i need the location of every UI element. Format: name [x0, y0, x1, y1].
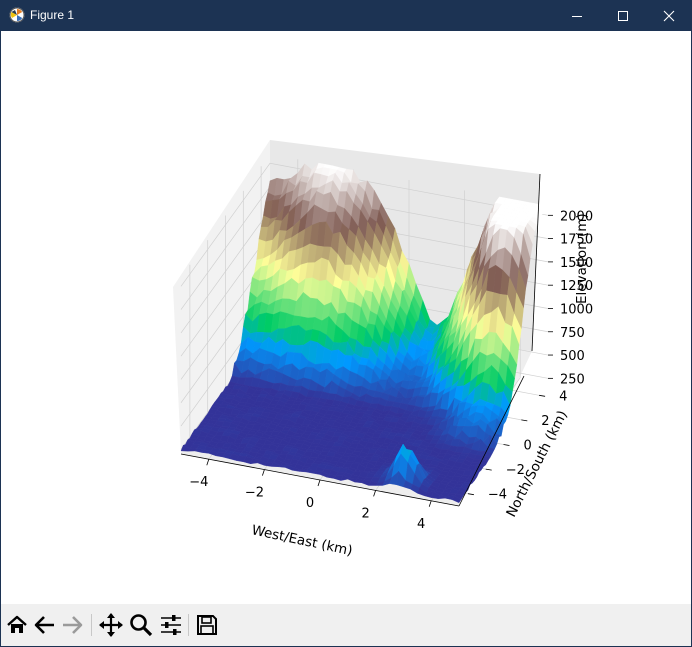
- y-tick-mark: [485, 468, 492, 471]
- zoom-button[interactable]: [128, 612, 154, 638]
- y-tick-label: 0: [524, 439, 532, 454]
- x-axis-ticks: −4 −2 0 2 4: [189, 459, 432, 532]
- matplotlib-app-icon: [9, 7, 25, 23]
- z-tick-label: 2000: [560, 209, 593, 224]
- terrain-surface: [180, 162, 549, 504]
- x-tick-label: −4: [189, 475, 208, 490]
- y-tick-label: 4: [559, 389, 567, 404]
- z-axis-line: [531, 173, 541, 352]
- toolbar-separator: [91, 614, 92, 636]
- x-tick-label: 0: [306, 496, 314, 511]
- x-axis-label: West/East (km): [250, 522, 354, 559]
- z-axis-label: Elevation (m): [574, 213, 590, 304]
- configure-subplots-button[interactable]: [158, 612, 184, 638]
- minimize-icon: [572, 15, 582, 17]
- z-tick-label: 1750: [560, 233, 593, 248]
- surface-facet: [451, 495, 462, 504]
- forward-button[interactable]: [59, 612, 85, 638]
- z-tick-label: 750: [560, 326, 585, 341]
- window-title: Figure 1: [30, 8, 75, 22]
- y-tick-mark: [503, 444, 510, 446]
- back-button[interactable]: [32, 612, 58, 638]
- x-tick-mark: [317, 479, 321, 487]
- navigation-toolbar: [1, 604, 691, 646]
- y-tick-mark: [521, 419, 528, 422]
- x-tick-label: −2: [245, 486, 264, 501]
- y-tick-mark: [539, 394, 546, 397]
- z-tick-label: 1500: [560, 256, 593, 271]
- pan-icon: [99, 613, 123, 637]
- x-tick-mark: [206, 459, 210, 466]
- save-icon: [197, 615, 217, 635]
- figure-canvas-area: −4 −2 0 2 4 −4 −2 0 2 4 250 500 750 1000 1250 1500 175…: [1, 31, 691, 646]
- x-tick-mark: [373, 490, 376, 497]
- zoom-icon: [130, 614, 153, 637]
- y-axis-line: [458, 375, 525, 507]
- pan-button[interactable]: [98, 612, 124, 638]
- maximize-icon: [618, 10, 628, 21]
- title-bar[interactable]: Figure 1: [0, 0, 692, 31]
- configure-subplots-icon: [161, 615, 181, 635]
- z-tick-label: 1000: [560, 302, 593, 317]
- z-tick-label: 500: [560, 349, 585, 364]
- left-pane: [173, 140, 270, 454]
- y-tick-label: −2: [506, 463, 525, 478]
- forward-icon: [63, 616, 83, 634]
- maximize-button[interactable]: [600, 0, 646, 31]
- y-tick-label: 2: [541, 414, 549, 429]
- x-tick-mark: [262, 469, 265, 476]
- close-button[interactable]: [646, 0, 692, 31]
- close-icon: [663, 10, 675, 21]
- grid-line: [180, 162, 549, 287]
- z-tick-label: 1250: [560, 279, 593, 294]
- home-icon: [7, 615, 27, 633]
- save-button[interactable]: [194, 612, 220, 638]
- y-tick-label: −4: [488, 488, 507, 503]
- y-tick-mark: [467, 493, 474, 496]
- x-tick-label: 4: [417, 517, 425, 532]
- home-button[interactable]: [4, 612, 30, 638]
- minimize-button[interactable]: [554, 0, 600, 31]
- y-axis-ticks: −4 −2 024: [467, 389, 567, 503]
- z-axis-ticks: 250 500 750 1000 1250 1500 1750 2000: [548, 209, 593, 387]
- back-icon: [34, 616, 54, 634]
- x-tick-mark: [428, 500, 432, 507]
- x-tick-label: 2: [361, 506, 369, 521]
- z-tick-label: 250: [560, 372, 585, 387]
- toolbar-separator: [188, 614, 189, 636]
